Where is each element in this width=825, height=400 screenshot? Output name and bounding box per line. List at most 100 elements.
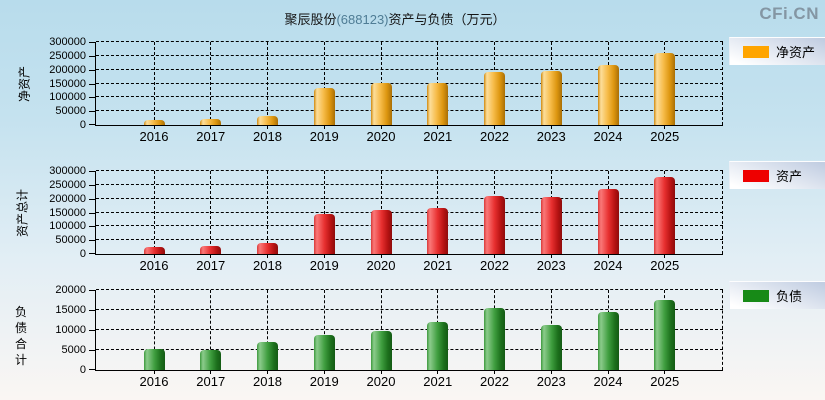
x-gridline (380, 290, 382, 370)
x-gridline (210, 290, 212, 370)
legend-liabilities: 负债 (729, 281, 825, 309)
legend-swatch-net-assets (743, 45, 769, 58)
x-gridline (267, 171, 268, 254)
y-gridline (96, 68, 723, 70)
y-tick-mark (89, 198, 96, 200)
y-tick-label: 100000 (49, 91, 86, 104)
net-assets-bar-2023 (540, 71, 562, 125)
total-assets-bar-2018 (257, 243, 278, 254)
total-assets-bar-2025 (654, 177, 676, 254)
x-axis-year-label: 2017 (196, 258, 226, 273)
y-tick-label: 150000 (49, 77, 86, 90)
y-gridline (96, 211, 723, 213)
y-tick-label: 15000 (55, 304, 86, 316)
y-tick-label: 300000 (49, 165, 86, 177)
x-axis-year-label: 2017 (196, 374, 226, 389)
legend-label-liabilities: 负债 (776, 289, 803, 304)
x-gridline (323, 171, 325, 254)
y-tick-label: 300000 (49, 36, 86, 48)
x-gridline (153, 42, 155, 125)
x-tick-mark (153, 370, 155, 374)
x-axis-year-label: 2022 (480, 129, 509, 144)
title-stock-code: (688123) (336, 12, 389, 27)
x-tick-mark (267, 370, 268, 374)
total-liabilities-bar-2020 (370, 331, 392, 370)
x-axis-year-label: 2021 (423, 129, 453, 144)
y-axis-title-total-liabilities: 负债合计 (14, 305, 27, 367)
total-assets-bar-2021 (427, 208, 449, 254)
y-tick-mark (89, 83, 96, 85)
y-gridline (96, 96, 723, 98)
x-axis-year-label: 2020 (366, 258, 396, 273)
x-tick-mark (323, 254, 325, 258)
plot-right-border (722, 290, 723, 370)
x-tick-mark (494, 125, 495, 129)
total-assets-plot-area: 0 50000 100000 150000 200000 250000 300000 2016… (49, 165, 723, 273)
x-axis-year-label: 2022 (480, 258, 509, 273)
y-tick-label: 10000 (55, 324, 86, 336)
legend-label-assets: 资产 (776, 169, 803, 184)
net-assets-bar-2016 (143, 120, 165, 125)
x-tick-mark (437, 125, 439, 129)
x-axis-year-label: 2024 (593, 129, 623, 144)
y-gridline (96, 197, 723, 199)
y-tick-label: 50000 (55, 234, 86, 247)
x-tick-mark (153, 125, 155, 129)
y-tick-label: 20000 (55, 284, 86, 296)
net-assets-bar-2020 (370, 83, 392, 125)
x-axis-year-label: 2019 (309, 258, 339, 273)
x-axis-year-label: 2018 (253, 129, 282, 144)
cfi-logo: CFi.CN (759, 4, 819, 23)
x-tick-mark (210, 254, 212, 258)
x-tick-mark (153, 254, 155, 258)
y-gridline (96, 329, 723, 330)
total-liabilities-bar-2023 (540, 325, 562, 370)
x-gridline (153, 290, 155, 370)
total-liabilities-bar-2019 (313, 335, 335, 370)
legend-assets: 资产 (729, 161, 825, 189)
x-axis-year-label: 2016 (139, 258, 169, 273)
y-gridline (96, 349, 723, 350)
y-tick-mark (89, 253, 96, 254)
x-axis-year-label: 2017 (196, 129, 226, 144)
x-tick-mark (607, 125, 609, 129)
legend-swatch-liabilities (743, 289, 769, 302)
y-tick-label: 150000 (49, 206, 86, 219)
x-axis-year-label: 2023 (536, 129, 566, 144)
page-title: 聚辰股份(688123)资产与负债（万元） (0, 9, 790, 28)
x-axis-year-label: 2016 (139, 129, 169, 144)
y-tick-mark (89, 212, 96, 214)
y-tick-label: 250000 (49, 49, 86, 62)
x-gridline (210, 42, 212, 125)
x-gridline (267, 42, 268, 125)
y-gridline (96, 289, 723, 290)
y-tick-mark (89, 42, 96, 43)
y-tick-mark (89, 171, 96, 172)
x-gridline (323, 290, 325, 370)
net-assets-bar-2024 (597, 65, 619, 125)
total-liabilities-bar-2024 (597, 312, 619, 370)
x-tick-mark (380, 370, 382, 374)
y-tick-mark (89, 111, 96, 113)
x-axis-year-label: 2019 (309, 129, 339, 144)
y-tick-mark (89, 124, 96, 125)
y-tick-mark (89, 310, 96, 311)
y-tick-mark (89, 97, 96, 99)
x-axis-year-label: 2025 (650, 129, 680, 144)
x-tick-mark (380, 125, 382, 129)
x-tick-mark (267, 254, 268, 258)
x-tick-mark (664, 370, 666, 374)
x-gridline (210, 171, 212, 254)
x-axis-year-label: 2023 (536, 374, 566, 389)
total-liabilities-plot-area: 0 5000 10000 15000 20000 2016 2017 2018 2019 2020… (55, 284, 723, 389)
y-tick-label: 50000 (55, 105, 86, 118)
title-company: 聚辰股份 (284, 12, 337, 27)
total-liabilities-bar-2016 (143, 349, 165, 370)
y-tick-label: 250000 (49, 178, 86, 191)
x-axis-year-label: 2019 (309, 374, 339, 389)
plot-right-border (722, 171, 723, 254)
x-gridline (323, 42, 325, 125)
total-assets-bar-2016 (143, 247, 165, 254)
y-axis-title-net-assets: 净资产 (17, 65, 32, 103)
